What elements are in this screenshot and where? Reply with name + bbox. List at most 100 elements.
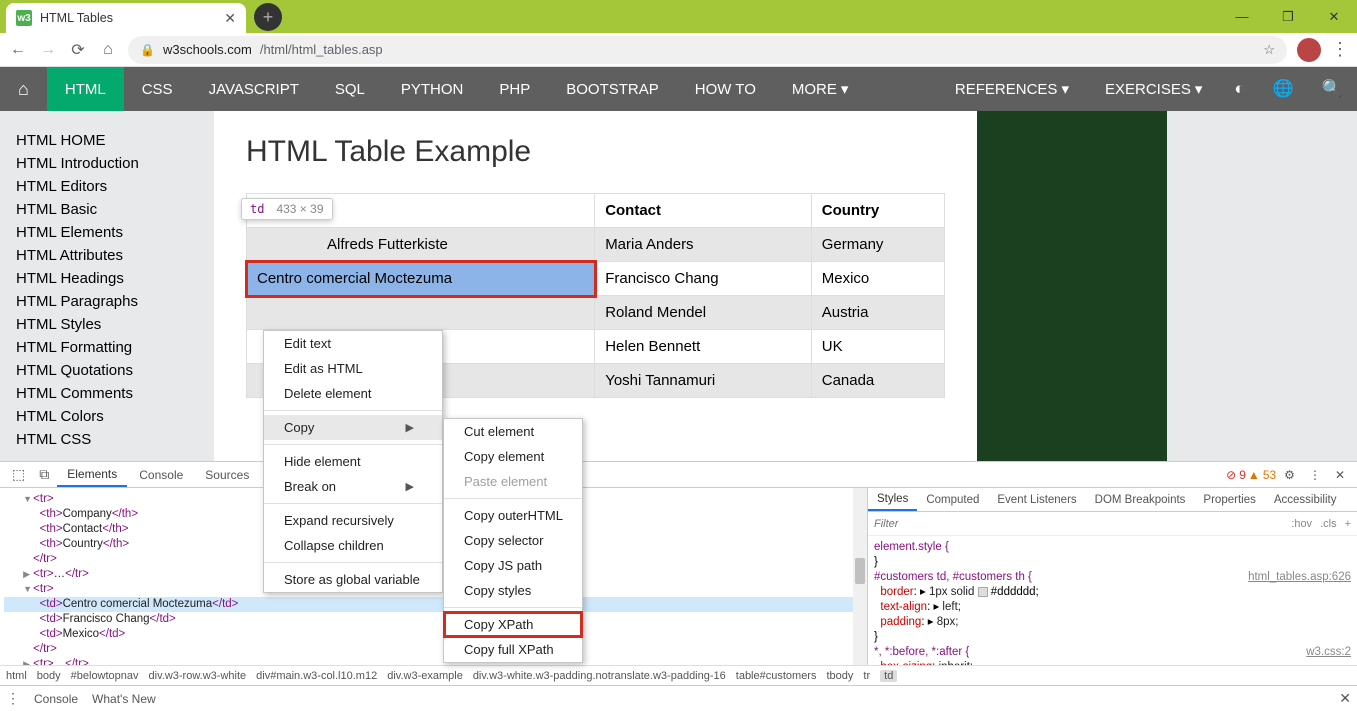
caret-down-icon: ▾ (1195, 80, 1203, 98)
drawer-close-icon[interactable]: ✕ (1339, 690, 1351, 707)
forward-icon[interactable]: → (38, 41, 58, 59)
css-rules[interactable]: element.style {}html_tables.asp:626#cust… (868, 536, 1357, 665)
home-icon[interactable]: ⌂ (98, 41, 118, 59)
device-icon[interactable]: ⧉ (33, 466, 55, 483)
search-icon[interactable]: 🔍 (1308, 67, 1357, 111)
kebab-icon[interactable]: ⋮ (1303, 468, 1327, 482)
context-menu: Edit text Edit as HTML Delete element Co… (263, 330, 443, 593)
maximize-button[interactable]: ❐ (1265, 0, 1311, 33)
inspect-icon[interactable]: ⬚ (6, 466, 31, 483)
nav-item-php[interactable]: PHP (481, 67, 548, 111)
ctx-copy-selector[interactable]: Copy selector (444, 528, 582, 553)
ctx-expand-recursively[interactable]: Expand recursively (264, 508, 442, 533)
styles-tab-accessibility[interactable]: Accessibility (1265, 488, 1346, 511)
ctx-copy-js-path[interactable]: Copy JS path (444, 553, 582, 578)
nav-item-sql[interactable]: SQL (317, 67, 383, 111)
address-bar: ← → ⟳ ⌂ 🔒 w3schools.com/html/html_tables… (0, 33, 1357, 67)
nav-item-html[interactable]: HTML (47, 67, 124, 111)
sidebar-item[interactable]: HTML Attributes (16, 244, 214, 267)
tab-sources[interactable]: Sources (195, 462, 259, 487)
ctx-copy-styles[interactable]: Copy styles (444, 578, 582, 603)
sidebar-item[interactable]: HTML Headings (16, 267, 214, 290)
nav-item-references[interactable]: REFERENCES ▾ (937, 67, 1087, 111)
styles-filter-input[interactable] (874, 518, 1283, 530)
ctx-cut-element[interactable]: Cut element (444, 419, 582, 444)
ctx-edit-as-html[interactable]: Edit as HTML (264, 356, 442, 381)
sidebar-item[interactable]: HTML Colors (16, 405, 214, 428)
cell-contact: Helen Bennett (595, 330, 812, 364)
nav-item-python[interactable]: PYTHON (383, 67, 482, 111)
drawer-menu-icon[interactable]: ⋮ (6, 690, 20, 707)
hov-toggle[interactable]: :hov (1291, 518, 1312, 530)
ctx-collapse-children[interactable]: Collapse children (264, 533, 442, 558)
ctx-hide-element[interactable]: Hide element (264, 449, 442, 474)
sidebar-item[interactable]: HTML Styles (16, 313, 214, 336)
ctx-copy-outerhtml[interactable]: Copy outerHTML (444, 503, 582, 528)
ctx-store-global[interactable]: Store as global variable (264, 567, 442, 592)
ctx-break-on[interactable]: Break on▶ (264, 474, 442, 499)
nav-item-bootstrap[interactable]: BOOTSTRAP (548, 67, 677, 111)
ctx-copy-element[interactable]: Copy element (444, 444, 582, 469)
sidebar-item[interactable]: HTML HOME (16, 129, 214, 152)
url-path: /html/html_tables.asp (260, 42, 383, 57)
tab-console[interactable]: Console (129, 462, 193, 487)
error-count[interactable]: ⊘ 9 (1226, 468, 1246, 482)
ctx-delete-element[interactable]: Delete element (264, 381, 442, 406)
nav-item-howto[interactable]: HOW TO (677, 67, 774, 111)
drawer-tab-whatsnew[interactable]: What's New (92, 692, 156, 706)
cell-company-inspected[interactable]: Centro comercial Moctezuma (247, 262, 595, 296)
new-tab-button[interactable]: + (254, 3, 282, 31)
sidebar-item[interactable]: HTML Paragraphs (16, 290, 214, 313)
tab-elements[interactable]: Elements (57, 462, 127, 487)
warning-count[interactable]: ▲ 53 (1248, 468, 1276, 482)
site-topnav: ⌂ HTML CSS JAVASCRIPT SQL PYTHON PHP BOO… (0, 67, 1357, 111)
drawer-tab-console[interactable]: Console (34, 692, 78, 706)
darkmode-icon[interactable]: ◐ (1220, 67, 1258, 111)
gear-icon[interactable]: ⚙ (1278, 468, 1301, 482)
styles-tab-dom-breakpoints[interactable]: DOM Breakpoints (1086, 488, 1195, 511)
minimize-button[interactable]: — (1219, 0, 1265, 33)
reload-icon[interactable]: ⟳ (68, 40, 88, 60)
nav-item-exercises[interactable]: EXERCISES ▾ (1087, 67, 1220, 111)
nav-home-icon[interactable]: ⌂ (0, 67, 47, 111)
dom-breadcrumbs[interactable]: htmlbody#belowtopnavdiv.w3-row.w3-whited… (0, 665, 1357, 685)
ctx-copy-full-xpath[interactable]: Copy full XPath (444, 637, 582, 662)
sidebar-item[interactable]: HTML Introduction (16, 152, 214, 175)
sidebar-item[interactable]: HTML Comments (16, 382, 214, 405)
nav-item-css[interactable]: CSS (124, 67, 191, 111)
cell-company (247, 296, 595, 330)
tab-strip: w3 HTML Tables ✕ + (0, 0, 1219, 33)
add-rule-icon[interactable]: + (1345, 518, 1351, 530)
table-row: Centro comercial Moctezuma Francisco Cha… (247, 262, 945, 296)
cell-country: UK (811, 330, 944, 364)
ctx-copy-xpath[interactable]: Copy XPath (444, 612, 582, 637)
table-header-row: Company Contact Country (247, 194, 945, 228)
tab-close-icon[interactable]: ✕ (224, 10, 236, 27)
styles-tab-computed[interactable]: Computed (917, 488, 988, 511)
url-field[interactable]: 🔒 w3schools.com/html/html_tables.asp ☆ (128, 36, 1287, 64)
browser-tab[interactable]: w3 HTML Tables ✕ (6, 3, 246, 33)
bookmark-icon[interactable]: ☆ (1263, 42, 1275, 58)
sidebar: HTML HOME HTML Introduction HTML Editors… (0, 111, 214, 461)
cls-toggle[interactable]: .cls (1320, 518, 1337, 530)
nav-item-more[interactable]: MORE ▾ (774, 67, 867, 111)
styles-tab-event-listeners[interactable]: Event Listeners (988, 488, 1085, 511)
ctx-edit-text[interactable]: Edit text (264, 331, 442, 356)
styles-tab-styles[interactable]: Styles (868, 488, 917, 511)
dom-scrollbar[interactable] (853, 488, 867, 665)
sidebar-item[interactable]: HTML Quotations (16, 359, 214, 382)
avatar[interactable] (1297, 38, 1321, 62)
back-icon[interactable]: ← (8, 41, 28, 59)
close-button[interactable]: ✕ (1311, 0, 1357, 33)
sidebar-item[interactable]: HTML Formatting (16, 336, 214, 359)
sidebar-item[interactable]: HTML Editors (16, 175, 214, 198)
menu-icon[interactable]: ⋮ (1331, 39, 1349, 60)
sidebar-item[interactable]: HTML CSS (16, 428, 214, 451)
globe-icon[interactable]: 🌐 (1259, 67, 1308, 111)
ctx-copy[interactable]: Copy▶ (264, 415, 442, 440)
styles-tab-properties[interactable]: Properties (1194, 488, 1264, 511)
devtools-close-icon[interactable]: ✕ (1329, 468, 1351, 482)
sidebar-item[interactable]: HTML Basic (16, 198, 214, 221)
sidebar-item[interactable]: HTML Elements (16, 221, 214, 244)
nav-item-javascript[interactable]: JAVASCRIPT (191, 67, 317, 111)
